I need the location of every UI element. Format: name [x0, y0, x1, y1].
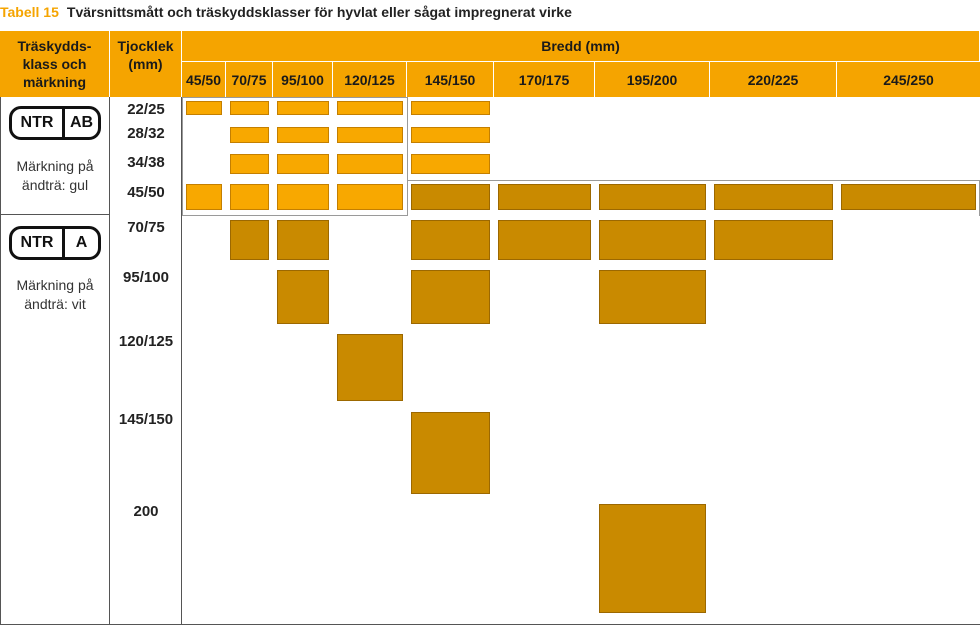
size-cell-145-150x145-150: [411, 412, 490, 494]
width-header-220-225: 220/225: [710, 61, 837, 97]
size-cell-22-25x145-150: [411, 101, 490, 115]
size-cell-22-25x70-75: [230, 101, 269, 115]
size-cell-22-25x45-50: [186, 101, 222, 115]
size-cell-22-25x95-100: [277, 101, 329, 115]
size-cell-45-50x145-150: [411, 184, 490, 210]
class-column-header: Träskydds- klass och märkning: [0, 31, 110, 97]
size-cell-45-50x170-175: [498, 184, 591, 210]
ntr-ab-badge-left: NTR: [12, 109, 65, 137]
width-header-95-100: 95/100: [273, 61, 333, 97]
size-cell-34-38x145-150: [411, 154, 490, 174]
ntr-a-badge-left: NTR: [12, 229, 65, 257]
thickness-label-95-100: 95/100: [123, 269, 169, 286]
size-cell-70-75x145-150: [411, 220, 490, 260]
size-cell-70-75x195-200: [599, 220, 706, 260]
size-cell-70-75x95-100: [277, 220, 329, 260]
size-cell-45-50x245-250: [841, 184, 976, 210]
class-divider: [109, 97, 110, 625]
ntr-a-marking-note: Märkning på ändträ: vit: [16, 277, 94, 312]
size-cell-70-75x220-225: [714, 220, 833, 260]
ntr-ab-badge: NTR AB: [9, 106, 101, 140]
size-cell-34-38x70-75: [230, 154, 269, 174]
size-cell-45-50x45-50: [186, 184, 222, 210]
width-group-header: Bredd (mm): [182, 31, 980, 61]
ntr-a-badge-right: A: [75, 234, 88, 251]
size-cell-34-38x95-100: [277, 154, 329, 174]
thickness-label-70-75: 70/75: [127, 219, 165, 236]
bottom-border: [0, 624, 980, 625]
size-cell-120-125x120-125: [337, 334, 403, 401]
class-separator: [0, 214, 110, 215]
thickness-label-145-150: 145/150: [118, 411, 174, 428]
size-cell-34-38x120-125: [337, 154, 403, 174]
size-cell-45-50x120-125: [337, 184, 403, 210]
size-cell-95-100x195-200: [599, 270, 706, 324]
thickness-label-28-32: 28/32: [127, 125, 165, 142]
table-number: Tabell 15: [0, 4, 59, 20]
width-header-120-125: 120/125: [333, 61, 407, 97]
size-cell-95-100x145-150: [411, 270, 490, 324]
size-cell-28-32x95-100: [277, 127, 329, 143]
thickness-label-22-25: 22/25: [127, 101, 165, 118]
width-header-70-75: 70/75: [226, 61, 273, 97]
size-cell-28-32x120-125: [337, 127, 403, 143]
size-cell-45-50x195-200: [599, 184, 706, 210]
size-cell-45-50x95-100: [277, 184, 329, 210]
size-cell-45-50x220-225: [714, 184, 833, 210]
ntr-ab-badge-right: AB: [69, 114, 94, 131]
left-border: [0, 97, 1, 625]
table-title: Tabell 15 Tvärsnittsmått och träskyddskla…: [0, 4, 572, 24]
ntr-a-badge: NTR A: [9, 226, 101, 260]
size-cell-200x195-200: [599, 504, 706, 613]
thickness-label-45-50: 45/50: [127, 184, 165, 201]
width-header-195-200: 195/200: [595, 61, 710, 97]
size-cell-95-100x95-100: [277, 270, 329, 324]
width-header-145-150: 145/150: [407, 61, 494, 97]
ntr-ab-marking-note: Märkning på ändträ: gul: [16, 158, 94, 193]
width-header-45-50: 45/50: [182, 61, 226, 97]
thickness-label-200: 200: [133, 503, 159, 520]
size-cell-28-32x70-75: [230, 127, 269, 143]
size-cell-22-25x120-125: [337, 101, 403, 115]
thickness-label-120-125: 120/125: [118, 333, 174, 350]
size-cell-45-50x70-75: [230, 184, 269, 210]
size-cell-70-75x70-75: [230, 220, 269, 260]
thickness-label-34-38: 34/38: [127, 154, 165, 171]
width-header-245-250: 245/250: [837, 61, 980, 97]
thickness-divider: [181, 97, 182, 625]
width-header-170-175: 170/175: [494, 61, 595, 97]
size-cell-28-32x145-150: [411, 127, 490, 143]
thickness-column-header: Tjocklek (mm): [110, 31, 182, 97]
table-caption: Tvärsnittsmått och träskyddsklasser för …: [66, 4, 572, 20]
size-cell-70-75x170-175: [498, 220, 591, 260]
